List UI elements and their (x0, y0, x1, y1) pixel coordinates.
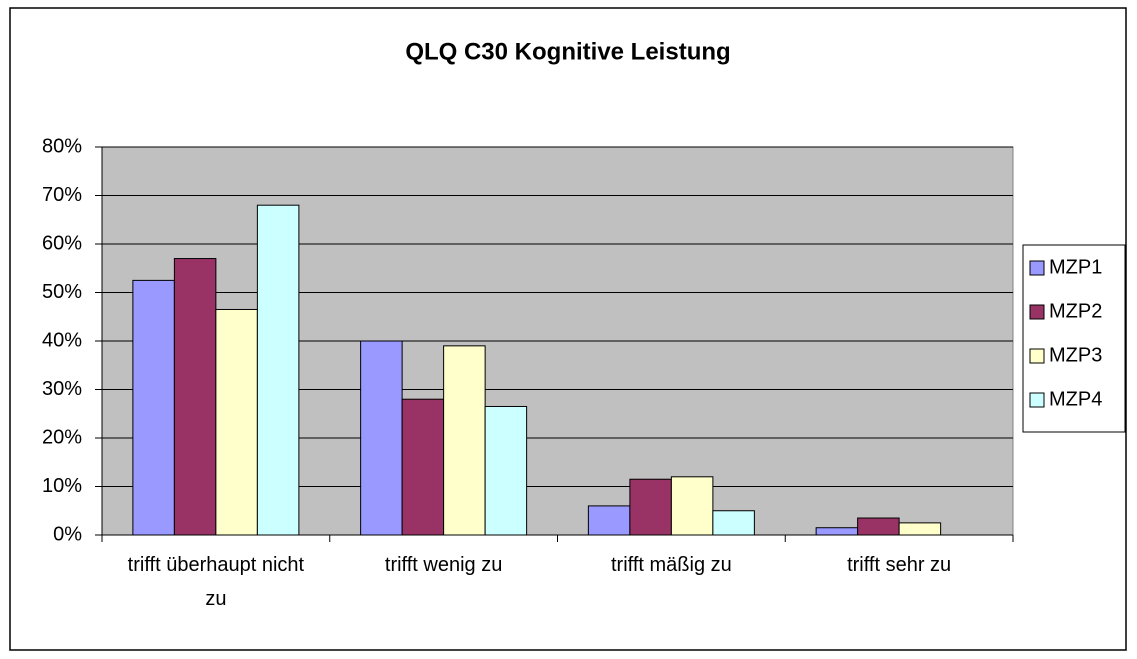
chart-title: QLQ C30 Kognitive Leistung (405, 38, 730, 65)
x-tick-label-box: trifft sehr zu (847, 554, 952, 576)
y-tick-label: 40% (42, 329, 82, 351)
bar (443, 345, 486, 536)
y-tick-label: 10% (42, 475, 82, 497)
x-tick-label-box: trifft überhaupt nicht zu (127, 554, 305, 610)
y-tick-label: 30% (42, 378, 82, 400)
legend-swatch (1029, 260, 1045, 276)
bar (173, 258, 217, 536)
bar (484, 405, 528, 536)
bar (360, 340, 403, 536)
legend-label: MZP3 (1049, 344, 1102, 366)
legend-label: MZP2 (1049, 300, 1102, 322)
x-tick-label: trifft überhaupt nicht zu (127, 554, 305, 610)
y-tick-label: 20% (42, 426, 82, 448)
bar (670, 476, 714, 536)
bar (629, 478, 672, 536)
x-tick-label: trifft mäßig zu (610, 554, 732, 576)
y-tick-label: 50% (42, 281, 82, 303)
bar (815, 527, 859, 536)
bar (587, 505, 631, 536)
y-tick-label: 80% (42, 135, 82, 157)
x-tick-label: trifft sehr zu (847, 554, 952, 576)
y-tick-label: 70% (42, 184, 82, 206)
legend-label: MZP4 (1049, 388, 1102, 410)
legend-label: MZP1 (1049, 256, 1102, 278)
legend-swatch (1029, 348, 1045, 364)
bar (132, 279, 175, 536)
x-tick-label: trifft wenig zu (384, 554, 503, 576)
legend-swatch (1029, 304, 1045, 320)
bar (401, 398, 445, 536)
legend-swatch (1029, 392, 1045, 408)
y-tick-label: 60% (42, 232, 82, 254)
x-tick-label-box: trifft mäßig zu (610, 554, 732, 576)
bar (215, 308, 258, 536)
bar (712, 510, 755, 536)
bar (256, 204, 300, 536)
x-tick-label-box: trifft wenig zu (384, 554, 503, 576)
y-tick-label: 0% (53, 523, 82, 545)
bar (898, 522, 942, 536)
bar (857, 517, 900, 536)
